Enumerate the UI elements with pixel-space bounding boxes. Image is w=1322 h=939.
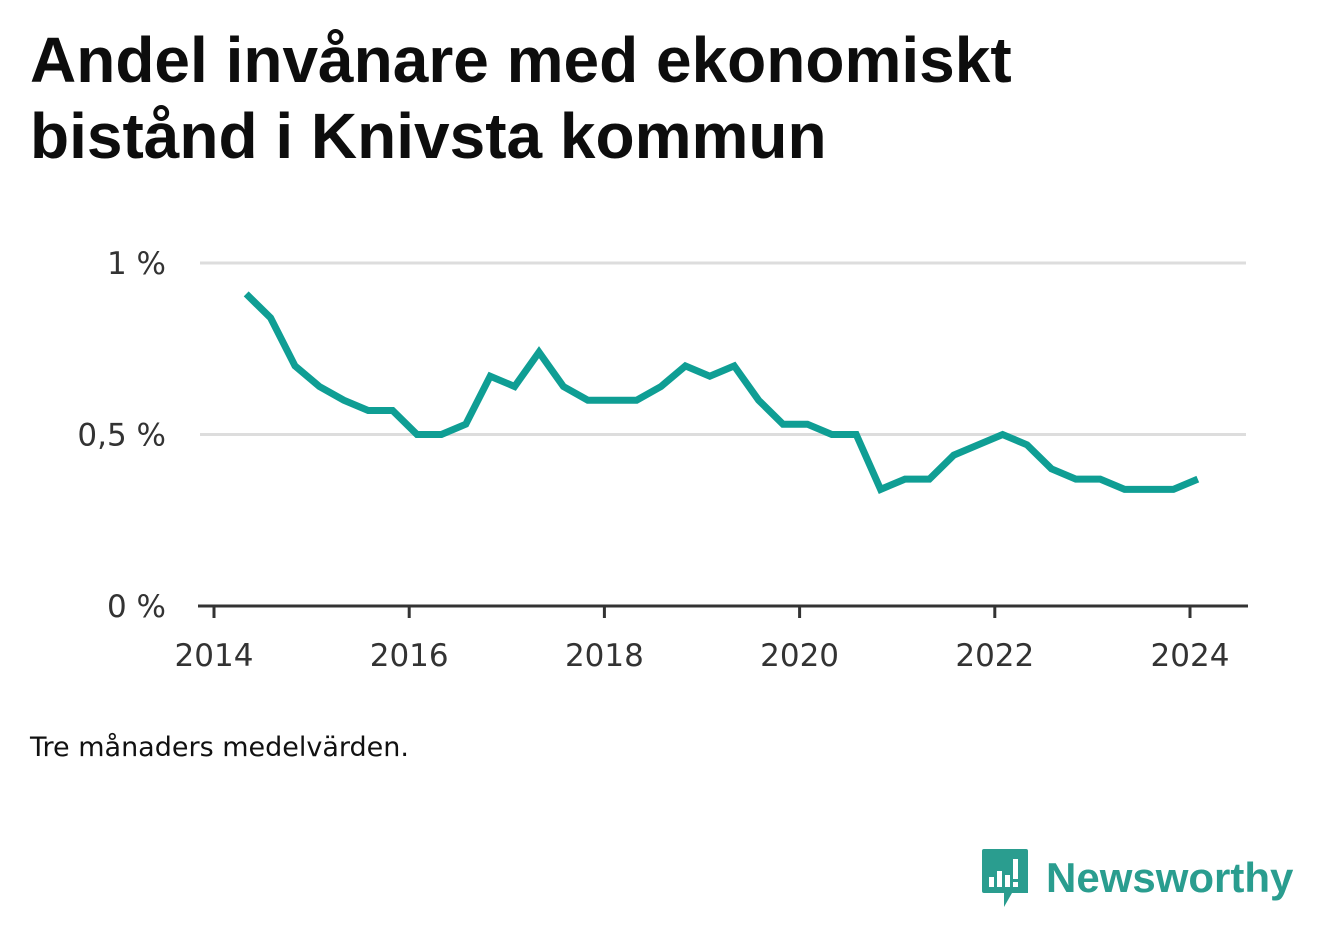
x-tick-label: 2020: [760, 638, 839, 674]
brand-name: Newsworthy: [1046, 854, 1294, 901]
y-axis-ticks: 0 % 0,5 % 1 %: [77, 246, 166, 625]
brand-logo: Newsworthy: [980, 848, 1293, 908]
newsworthy-logo-icon: [982, 849, 1028, 907]
series-group: [243, 291, 1200, 494]
chart-title: Andel invånare med ekonomiskt bistånd i …: [30, 24, 1012, 172]
y-tick-label: 0,5 %: [77, 418, 166, 454]
x-tick-label: 2016: [370, 638, 449, 674]
x-tick-label: 2022: [955, 638, 1034, 674]
y-tick-label: 0 %: [107, 589, 166, 625]
x-tick-label: 2014: [175, 638, 254, 674]
series-line: [243, 291, 1200, 494]
x-tick-label: 2018: [565, 638, 644, 674]
x-axis-ticks: 2014 2016 2018 2020 2022 2024: [175, 606, 1230, 674]
y-tick-label: 1 %: [107, 246, 166, 282]
x-tick-label: 2024: [1151, 638, 1230, 674]
footnote: Tre månaders medelvärden.: [30, 732, 409, 763]
grid-lines: [200, 261, 1246, 436]
